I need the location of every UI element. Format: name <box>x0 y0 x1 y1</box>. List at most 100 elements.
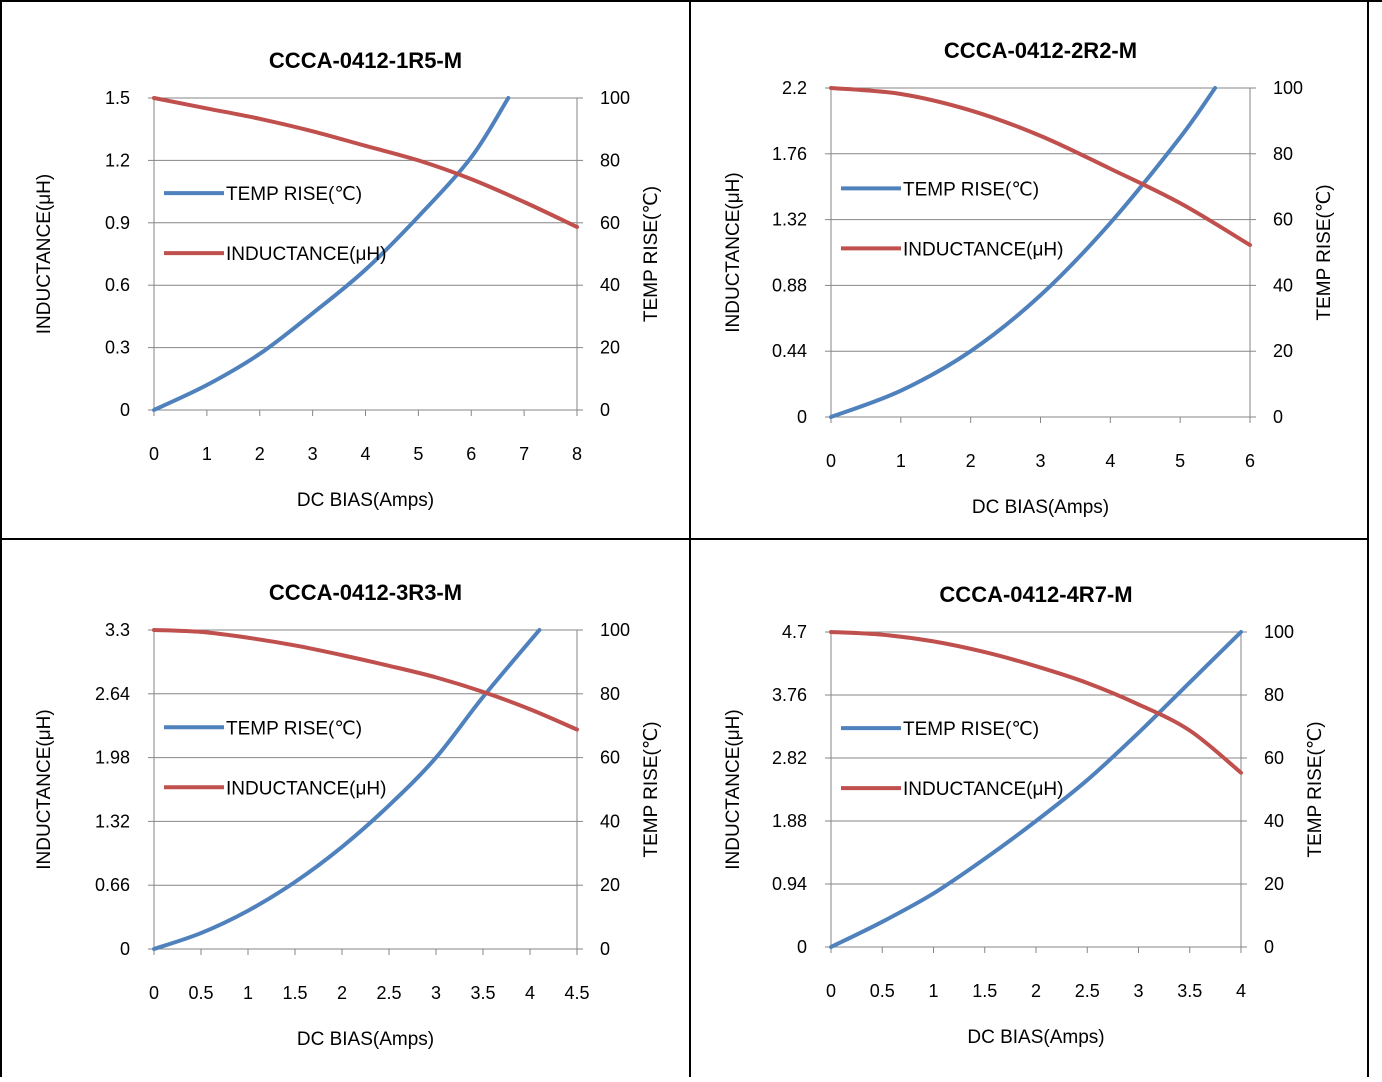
x-tick-label: 4 <box>360 444 370 464</box>
frame-middle-divider <box>0 538 1369 540</box>
chart-3r3: CCCA-0412-3R3-M00.661.321.982.643.302040… <box>34 580 662 1050</box>
x-tick-label: 2.5 <box>1075 981 1100 1001</box>
y-tick-label: 3.3 <box>105 620 130 640</box>
x-tick-label: 5 <box>1175 451 1185 471</box>
legend-entry-temp-rise: TEMP RISE(℃) <box>903 719 1039 740</box>
chart-title: CCCA-0412-3R3-M <box>269 580 462 605</box>
y2-axis-label: TEMP RISE(℃) <box>1305 721 1326 857</box>
x-tick-label: 4 <box>1105 451 1115 471</box>
x-tick-label: 2 <box>966 451 976 471</box>
y-tick-label: 1.5 <box>105 88 130 108</box>
y-tick-label: 1.32 <box>772 210 807 230</box>
y2-tick-label: 40 <box>600 811 620 831</box>
y2-tick-label: 60 <box>1273 210 1293 230</box>
y2-tick-label: 60 <box>1264 748 1284 768</box>
y-tick-label: 0.88 <box>772 275 807 295</box>
x-tick-label: 6 <box>1245 451 1255 471</box>
x-axis-label: DC BIAS(Amps) <box>972 497 1109 518</box>
x-tick-label: 3 <box>431 983 441 1003</box>
x-tick-label: 3 <box>1133 981 1143 1001</box>
series-line-temp-rise <box>829 86 1218 419</box>
x-tick-label: 1 <box>928 981 938 1001</box>
x-tick-label: 2.5 <box>376 983 401 1003</box>
y-tick-label: 0.9 <box>105 213 130 233</box>
x-tick-label: 3.5 <box>1177 981 1202 1001</box>
x-tick-label: 1 <box>202 444 212 464</box>
y-tick-label: 1.88 <box>772 811 807 831</box>
series-line-temp-rise <box>829 630 1243 949</box>
series-line-temp-rise <box>152 628 542 951</box>
y-tick-label: 1.98 <box>95 748 130 768</box>
chart-title: CCCA-0412-2R2-M <box>944 38 1137 63</box>
chart-1r5: CCCA-0412-1R5-M00.30.60.91.21.5020406080… <box>34 48 662 511</box>
x-tick-label: 2 <box>1031 981 1041 1001</box>
y-tick-label: 0 <box>797 937 807 957</box>
y2-tick-label: 80 <box>1264 685 1284 705</box>
chart-panel-4r7: CCCA-0412-4R7-M 0 0.94 1.88 2.82 3.76 4.7 0 20 40… <box>691 540 1367 1077</box>
x-tick-label: 8 <box>572 444 582 464</box>
y2-tick-label: 0 <box>600 400 610 420</box>
y2-tick-label: 40 <box>1264 811 1284 831</box>
x-tick-label: 0 <box>826 981 836 1001</box>
y-tick-label: 1.2 <box>105 150 130 170</box>
y2-axis-label: TEMP RISE(℃) <box>641 721 662 857</box>
x-tick-label: 0.5 <box>870 981 895 1001</box>
y2-tick-label: 0 <box>600 939 610 959</box>
chart-title: CCCA-0412-4R7-M <box>939 582 1132 607</box>
y-axis-label: INDUCTANCE(μH) <box>34 174 55 334</box>
series-line-inductance-h <box>152 628 579 732</box>
y2-tick-label: 20 <box>1273 341 1293 361</box>
x-tick-label: 1.5 <box>282 983 307 1003</box>
x-tick-label: 1 <box>243 983 253 1003</box>
series-line-inductance-h <box>829 630 1243 775</box>
x-tick-label: 3 <box>308 444 318 464</box>
y2-tick-label: 100 <box>600 620 630 640</box>
legend-entry-temp-rise: TEMP RISE(℃) <box>226 184 362 205</box>
chart-panel-2r2: CCCA-0412-2R2-M 0 0.44 0.88 1.32 1.76 2.2 0 20 40… <box>691 2 1367 538</box>
y2-axis-label: TEMP RISE(℃) <box>641 186 662 322</box>
x-tick-label: 2 <box>255 444 265 464</box>
y2-tick-label: 80 <box>600 684 620 704</box>
x-tick-label: 1.5 <box>972 981 997 1001</box>
x-tick-label: 0 <box>149 444 159 464</box>
y-tick-label: 0.66 <box>95 875 130 895</box>
y2-tick-label: 60 <box>600 213 620 233</box>
chart-panel-3r3: CCCA-0412-3R3-M 0 0.66 1.32 1.98 2.64 3.3 0 20 40… <box>2 540 689 1077</box>
y2-tick-label: 0 <box>1264 937 1274 957</box>
y-tick-label: 4.7 <box>782 622 807 642</box>
y-axis-label: INDUCTANCE(μH) <box>723 172 744 332</box>
y2-tick-label: 80 <box>600 150 620 170</box>
y-tick-label: 0.6 <box>105 275 130 295</box>
y-tick-label: 0.3 <box>105 338 130 358</box>
chart-panel-1r5: CCCA-0412-1R5-M 0 0.3 0.6 0.9 1.2 1.5 0 20 40 60 80… <box>2 2 689 538</box>
x-tick-label: 0 <box>149 983 159 1003</box>
series-line-inductance-h <box>829 86 1252 248</box>
x-tick-label: 6 <box>466 444 476 464</box>
x-tick-label: 1 <box>896 451 906 471</box>
y-tick-label: 0 <box>120 939 130 959</box>
legend-entry-inductance-h: INDUCTANCE(μH) <box>226 778 386 799</box>
x-tick-label: 2 <box>337 983 347 1003</box>
x-tick-label: 3 <box>1035 451 1045 471</box>
y2-tick-label: 100 <box>600 88 630 108</box>
x-tick-label: 4 <box>525 983 535 1003</box>
y2-axis-label: TEMP RISE(℃) <box>1314 184 1335 320</box>
y-tick-label: 3.76 <box>772 685 807 705</box>
legend-entry-temp-rise: TEMP RISE(℃) <box>903 179 1039 200</box>
x-tick-label: 5 <box>413 444 423 464</box>
x-tick-label: 0 <box>826 451 836 471</box>
chart-4r7: CCCA-0412-4R7-M00.941.882.823.764.702040… <box>723 582 1326 1048</box>
legend-entry-inductance-h: INDUCTANCE(μH) <box>903 779 1063 800</box>
y-tick-label: 0.44 <box>772 341 807 361</box>
y-tick-label: 1.76 <box>772 144 807 164</box>
y2-tick-label: 20 <box>600 875 620 895</box>
y-tick-label: 0 <box>797 407 807 427</box>
y-tick-label: 2.82 <box>772 748 807 768</box>
y2-tick-label: 40 <box>1273 275 1293 295</box>
chart-2r2: CCCA-0412-2R2-M 0 0.44 0.88 1.32 1.76 2.2 0 20 40… <box>723 38 1335 518</box>
y-tick-label: 2.2 <box>782 78 807 98</box>
y-tick-label: 1.32 <box>95 811 130 831</box>
y-tick-label: 0.94 <box>772 874 807 894</box>
x-tick-label: 4 <box>1236 981 1246 1001</box>
